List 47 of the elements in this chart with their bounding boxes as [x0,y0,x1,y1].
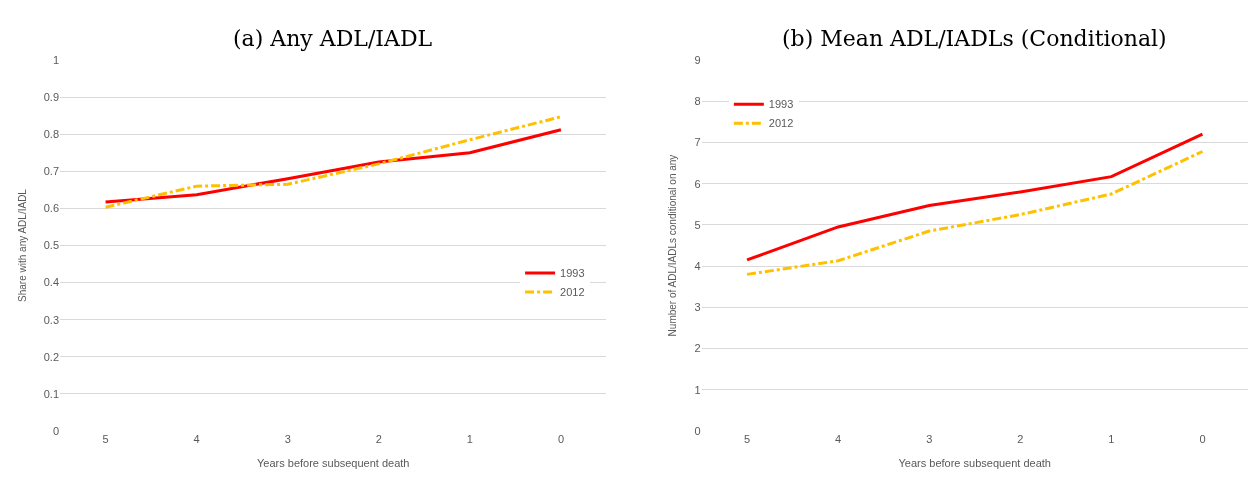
line-series [745,132,1204,262]
legend-label: 2012 [560,286,585,299]
line-series [104,115,563,209]
chart-title: (b) Mean ADL/IADLs (Conditional) [782,26,1167,51]
legend-label: 1993 [560,267,585,280]
y-tick-label: 0.9 [43,90,59,103]
x-tick-label: 1 [466,433,473,445]
y-tick-label: 2 [694,342,701,355]
x-tick-label: 5 [102,433,109,445]
chart-title: (a) Any ADL/IADL [233,26,433,51]
x-tick-label: 5 [744,433,751,445]
y-tick-label: 0.7 [43,165,59,178]
legend-label: 2012 [768,117,794,130]
line-series [104,128,563,204]
y-tick-label: 0.3 [43,313,59,326]
line-series [745,150,1204,276]
x-tick-label: 3 [926,433,933,445]
y-tick-label: 9 [694,53,701,66]
x-tick-label: 4 [835,433,842,445]
y-tick-label: 0.4 [43,276,59,289]
y-axis-title: Share with any ADL/IADL [16,188,28,302]
y-tick-label: 0.1 [43,387,59,400]
x-tick-label: 4 [193,433,200,445]
y-tick-label: 0 [52,424,59,437]
y-tick-label: 8 [694,95,701,108]
y-tick-label: 0.2 [43,350,59,363]
x-tick-label: 2 [375,433,382,445]
y-tick-label: 0.5 [43,239,59,252]
x-tick-label: 0 [557,433,564,445]
x-tick-label: 0 [1199,433,1206,445]
legend-label: 1993 [768,98,794,111]
y-tick-label: 7 [694,136,701,149]
y-axis-title: Number of ADL/IADLs conditional on any [667,154,679,337]
y-tick-label: 5 [694,218,701,231]
x-tick-label: 1 [1108,433,1115,445]
y-tick-label: 0 [694,424,701,437]
x-tick-label: 2 [1017,433,1024,445]
y-tick-label: 3 [694,301,701,314]
y-tick-label: 1 [52,53,59,66]
x-axis-title: Years before subsequent death [898,457,1052,470]
y-tick-label: 0.6 [43,202,59,215]
y-tick-label: 4 [694,259,701,272]
y-tick-label: 6 [694,177,701,190]
x-tick-label: 3 [284,433,291,445]
x-axis-title: Years before subsequent death [256,457,410,470]
y-tick-label: 1 [694,383,701,396]
y-tick-label: 0.8 [43,128,59,141]
